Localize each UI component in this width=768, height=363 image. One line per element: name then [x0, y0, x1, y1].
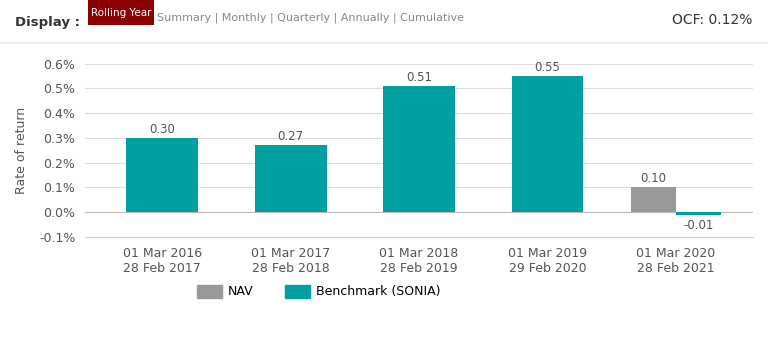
- Legend: NAV, Benchmark (SONIA): NAV, Benchmark (SONIA): [192, 280, 446, 303]
- Text: OCF: 0.12%: OCF: 0.12%: [672, 13, 753, 27]
- Text: 0.10: 0.10: [641, 172, 667, 185]
- Text: Display :: Display :: [15, 16, 81, 29]
- Y-axis label: Rate of return: Rate of return: [15, 107, 28, 194]
- Bar: [126, 138, 198, 212]
- Text: 0.51: 0.51: [406, 71, 432, 84]
- Bar: [511, 76, 584, 212]
- Text: Summary | Monthly | Quarterly | Annually | Cumulative: Summary | Monthly | Quarterly | Annually…: [157, 13, 465, 23]
- Text: 0.55: 0.55: [535, 61, 561, 74]
- Bar: [255, 145, 326, 212]
- Text: 0.27: 0.27: [277, 130, 304, 143]
- Bar: [676, 212, 721, 215]
- Text: -0.01: -0.01: [684, 219, 713, 232]
- Text: 0.30: 0.30: [149, 123, 175, 136]
- Text: Rolling Year: Rolling Year: [91, 8, 151, 18]
- Bar: [383, 86, 455, 212]
- Bar: [631, 187, 676, 212]
